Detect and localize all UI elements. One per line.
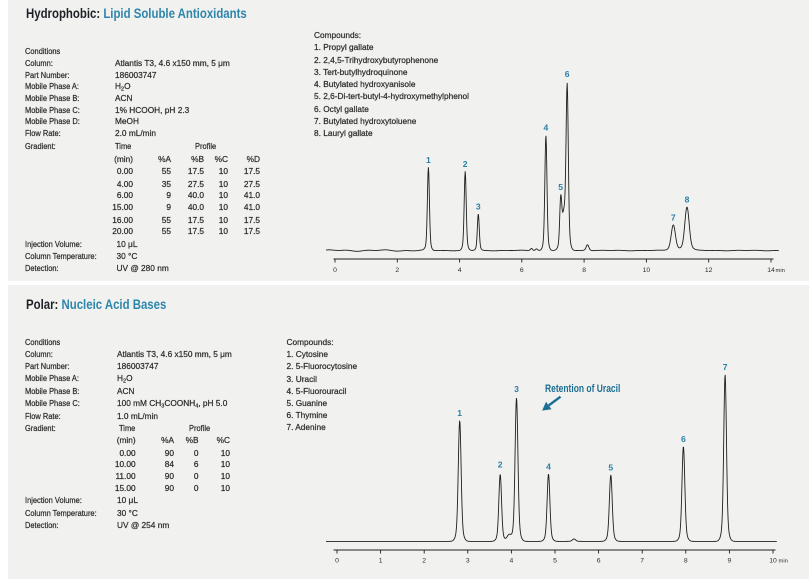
svg-text:8: 8 (684, 558, 688, 565)
svg-text:1: 1 (379, 558, 383, 565)
svg-text:3: 3 (514, 384, 519, 394)
svg-text:2: 2 (498, 459, 503, 469)
svg-text:2: 2 (422, 558, 426, 565)
svg-text:7: 7 (671, 212, 676, 222)
svg-text:4: 4 (544, 123, 549, 133)
svg-text:min: min (776, 268, 785, 274)
svg-text:5: 5 (553, 558, 557, 565)
svg-text:1: 1 (457, 408, 462, 418)
svg-text:8: 8 (685, 194, 690, 204)
svg-text:min: min (779, 559, 788, 565)
svg-text:3: 3 (476, 202, 481, 212)
svg-text:6: 6 (681, 434, 686, 444)
svg-text:2: 2 (395, 267, 399, 274)
svg-text:7: 7 (640, 558, 644, 565)
svg-text:2: 2 (463, 159, 468, 169)
svg-text:5: 5 (608, 462, 613, 472)
svg-text:14: 14 (767, 267, 775, 274)
svg-text:3: 3 (466, 558, 470, 565)
svg-text:0: 0 (333, 267, 337, 274)
svg-text:9: 9 (728, 558, 732, 565)
svg-text:12: 12 (705, 267, 713, 274)
svg-text:4: 4 (510, 558, 514, 565)
svg-text:5: 5 (558, 182, 563, 192)
svg-text:0: 0 (335, 558, 339, 565)
svg-text:4: 4 (546, 461, 551, 471)
svg-text:10: 10 (643, 267, 651, 274)
svg-text:6: 6 (565, 69, 570, 79)
svg-text:6: 6 (520, 267, 524, 274)
svg-text:6: 6 (597, 558, 601, 565)
svg-text:8: 8 (582, 267, 586, 274)
svg-text:7: 7 (723, 362, 728, 372)
svg-text:4: 4 (458, 267, 462, 274)
svg-text:10: 10 (769, 558, 777, 565)
svg-text:1: 1 (426, 155, 431, 165)
